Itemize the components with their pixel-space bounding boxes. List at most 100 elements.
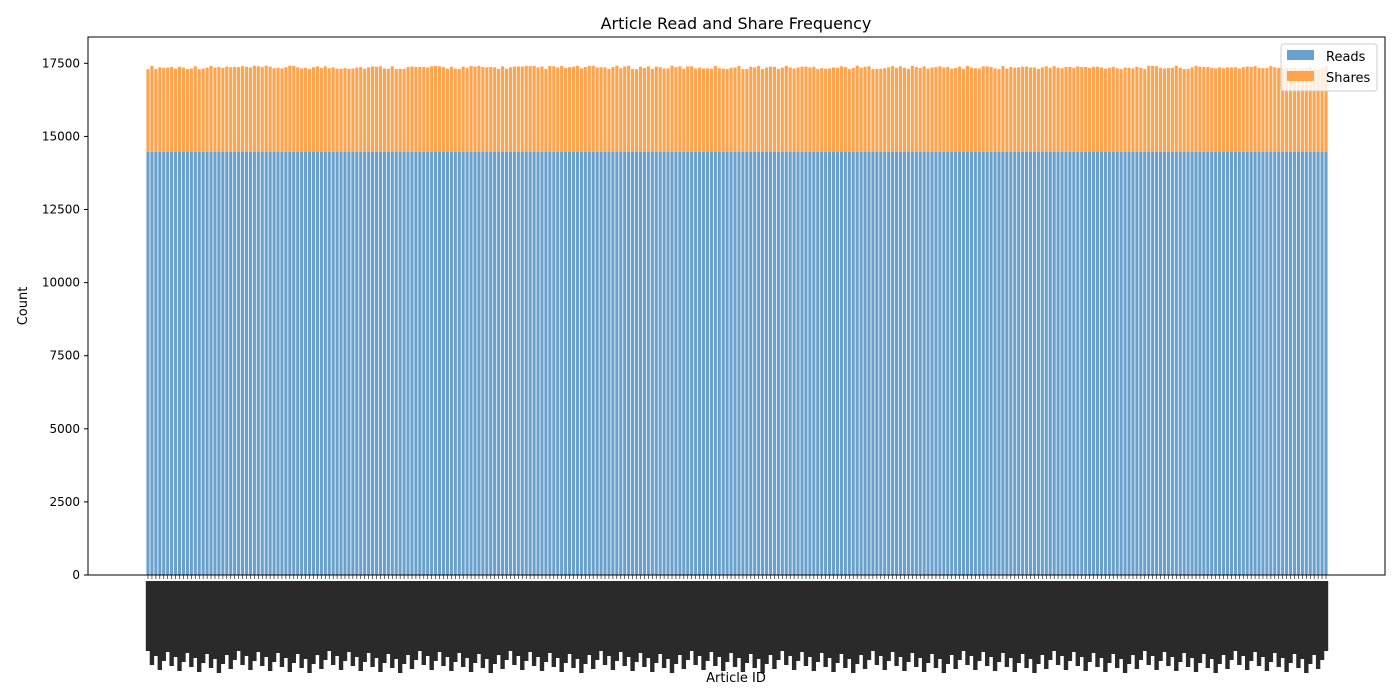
bar-reads <box>985 151 989 576</box>
x-tick-label <box>760 581 765 673</box>
x-tick-label <box>551 581 556 667</box>
bar-reads <box>997 151 1001 576</box>
bar-reads <box>579 151 583 576</box>
x-tick-label <box>1272 581 1277 653</box>
bar-shares <box>973 68 977 152</box>
bar-reads <box>981 151 985 576</box>
x-tick-label <box>563 581 568 663</box>
x-tick-label <box>807 581 813 657</box>
bar-reads <box>1135 151 1139 576</box>
bar-reads <box>1017 151 1021 576</box>
bar-shares <box>705 68 710 152</box>
x-tick-label <box>370 581 375 667</box>
bar-shares <box>1221 68 1226 152</box>
bar-shares <box>418 66 422 152</box>
bar-reads <box>839 151 843 576</box>
bar-reads <box>1052 151 1056 576</box>
bar-shares <box>193 66 197 152</box>
bar-reads <box>646 151 650 576</box>
x-tick-label <box>583 581 588 664</box>
x-tick-label <box>346 581 352 652</box>
bar-shares <box>1312 69 1316 152</box>
x-tick-label <box>394 581 399 659</box>
bar-shares <box>1170 67 1174 152</box>
bar-shares <box>631 68 635 152</box>
bar-reads <box>835 151 840 576</box>
bar-shares <box>835 67 840 152</box>
x-tick-label <box>267 581 273 671</box>
x-axis-label: Article ID <box>706 671 766 686</box>
bar-reads <box>843 151 847 576</box>
x-tick-label <box>791 581 797 670</box>
bar-shares <box>363 68 367 152</box>
x-tick-label <box>189 581 194 667</box>
bar-reads <box>307 151 312 576</box>
bar-shares <box>386 68 390 152</box>
bar-reads <box>516 151 520 576</box>
x-tick-label <box>1095 581 1100 667</box>
bar-reads <box>851 151 855 576</box>
bar-reads <box>264 151 268 576</box>
x-tick-label <box>752 581 757 668</box>
bar-reads <box>1021 151 1025 576</box>
x-tick-label <box>524 581 529 661</box>
x-tick-label <box>843 581 848 668</box>
bar-shares <box>1060 68 1064 152</box>
bar-reads <box>237 151 241 576</box>
x-tick-label <box>587 581 592 655</box>
bar-reads <box>816 151 820 576</box>
bar-reads <box>1056 151 1060 576</box>
bar-reads <box>571 151 576 576</box>
bar-shares <box>1155 66 1159 152</box>
bar-shares <box>1186 68 1190 152</box>
x-tick-label <box>1197 581 1203 663</box>
bar-reads <box>725 151 729 576</box>
bar-reads <box>965 151 970 576</box>
bar-reads <box>1221 151 1226 576</box>
x-tick-label <box>957 581 962 660</box>
bar-shares <box>690 66 694 152</box>
bar-reads <box>894 151 899 576</box>
bar-reads <box>493 151 497 576</box>
bar-reads <box>713 151 717 576</box>
bar-reads <box>690 151 694 576</box>
x-tick-label <box>1162 581 1167 652</box>
bar-reads <box>418 151 422 576</box>
bar-reads <box>1091 151 1096 576</box>
x-tick-label <box>441 581 446 666</box>
x-tick-label <box>1268 581 1274 662</box>
bar-shares <box>469 65 473 152</box>
bar-reads <box>1009 151 1013 576</box>
bar-shares <box>406 67 410 152</box>
x-tick-label <box>977 581 982 661</box>
x-tick-label <box>508 581 513 651</box>
bar-shares <box>461 66 465 152</box>
bar-reads <box>654 151 658 576</box>
bar-shares <box>579 68 583 152</box>
bar-reads <box>1151 151 1155 576</box>
bar-shares <box>824 68 828 152</box>
bar-shares <box>930 67 934 152</box>
bar-reads <box>544 151 548 576</box>
bar-reads <box>934 151 938 576</box>
x-tick-label <box>1040 581 1045 655</box>
bar-reads <box>1084 151 1088 576</box>
bar-reads <box>914 151 918 576</box>
bar-reads <box>1158 151 1163 576</box>
bar-shares <box>1032 67 1037 152</box>
bar-shares <box>197 69 201 152</box>
x-tick-label <box>358 581 363 671</box>
bar-shares <box>1273 67 1277 152</box>
bar-shares <box>1024 66 1029 152</box>
bar-shares <box>315 66 319 152</box>
bar-shares <box>591 65 595 152</box>
bar-shares <box>1194 65 1198 152</box>
bar-shares <box>1068 66 1072 152</box>
bar-reads <box>213 151 217 576</box>
x-tick-label <box>1288 581 1293 663</box>
x-tick-label <box>1099 581 1104 658</box>
x-tick-label <box>1024 581 1029 668</box>
bar-shares <box>638 66 643 152</box>
bar-reads <box>1111 151 1115 576</box>
bar-shares <box>571 66 576 152</box>
